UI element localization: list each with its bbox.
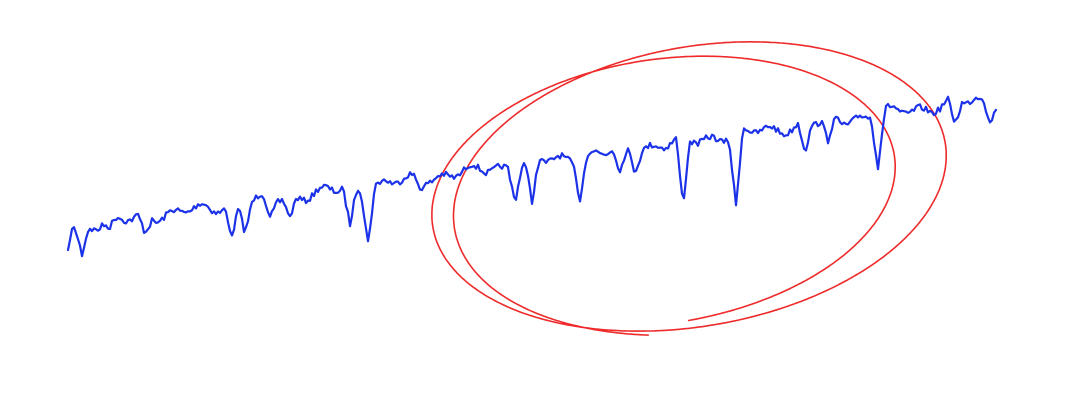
blue-waveform-trace — [66, 95, 998, 258]
red-spiral-loop — [431, 41, 947, 336]
